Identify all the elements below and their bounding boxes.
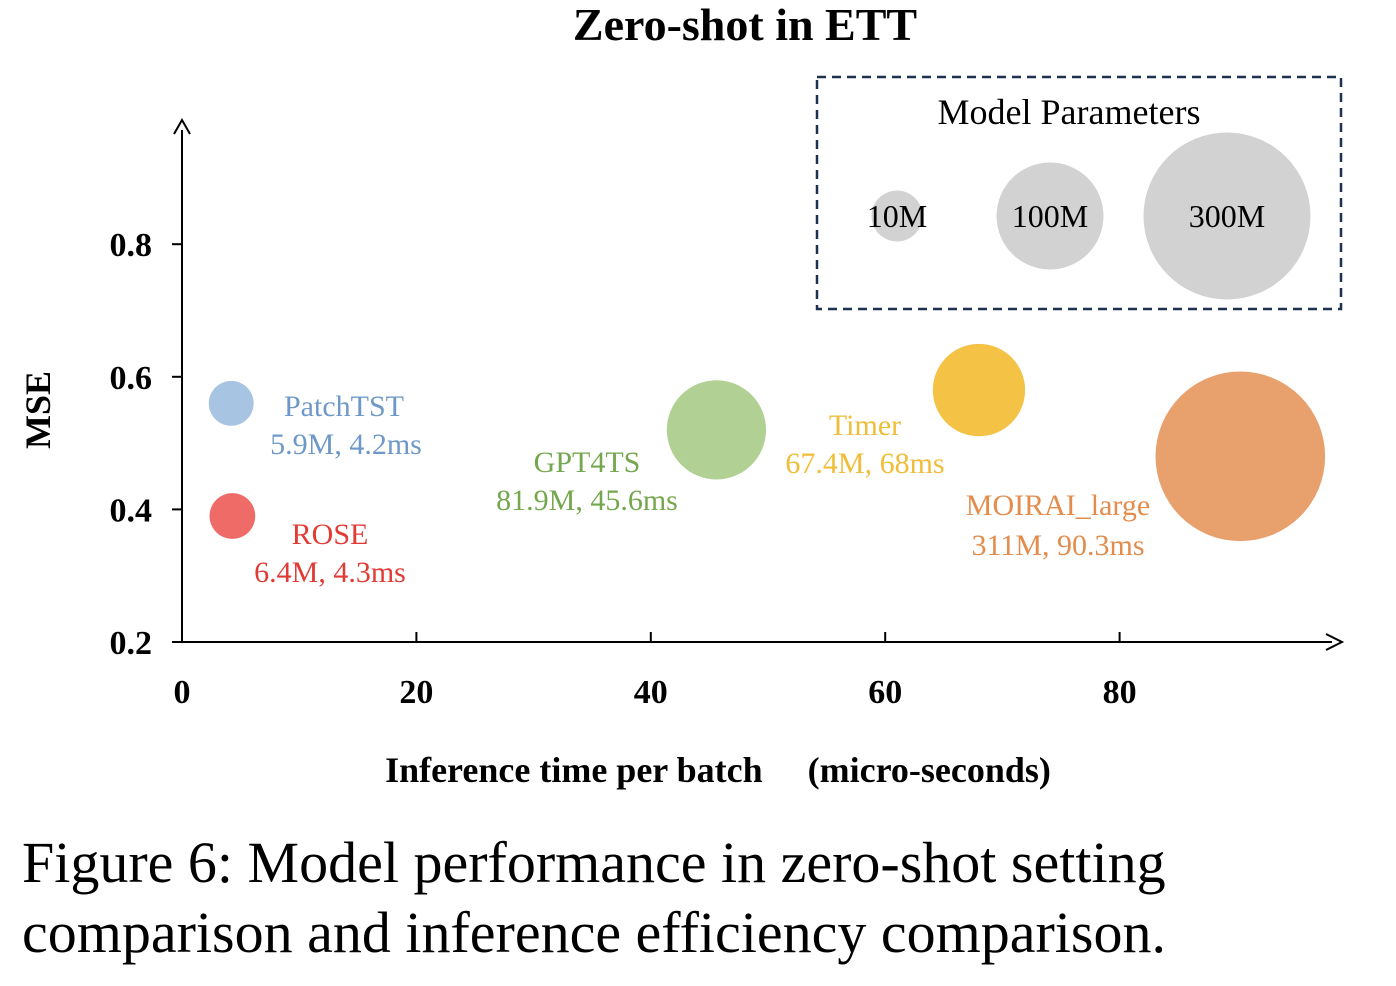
x-tick-label: 80 (1103, 674, 1137, 711)
point-detail-label: 81.9M, 45.6ms (496, 484, 678, 517)
point-name-label: Timer (829, 409, 901, 442)
legend-bubble (996, 162, 1104, 270)
bubble-moirai-large (1155, 371, 1326, 542)
axes (173, 117, 1345, 651)
bubble-timer (932, 343, 1026, 437)
x-tick-label: 20 (399, 674, 433, 711)
x-axis-label: Inference time per batch (micro-seconds) (385, 750, 1051, 790)
bubble-rose (209, 493, 256, 539)
legend-item-label: 300M (1189, 198, 1265, 234)
point-moirai-large: MOIRAI_large 311M, 90.3ms (966, 371, 1326, 562)
legend-item-300m: 300M (1143, 132, 1311, 300)
y-tick-label: 0.2 (110, 625, 153, 662)
x-tick-label: 0 (174, 674, 191, 711)
legend-item-10m: 10M (867, 190, 927, 242)
point-rose: ROSE 6.4M, 4.3ms (209, 493, 406, 589)
point-detail-label: 5.9M, 4.2ms (270, 428, 422, 461)
figure-caption: Figure 6: Model performance in zero-shot… (22, 830, 1166, 965)
y-tick-label: 0.4 (110, 492, 153, 529)
legend-title: Model Parameters (938, 92, 1201, 132)
x-tick-label: 60 (868, 674, 902, 711)
legend-bubble (1143, 132, 1311, 300)
point-patchtst: PatchTST 5.9M, 4.2ms (208, 380, 422, 461)
point-detail-label: 311M, 90.3ms (971, 529, 1144, 562)
x-tick-label: 40 (634, 674, 668, 711)
x-axis-arrow (1325, 633, 1345, 651)
chart: Zero-shot in ETT Model Parameters 10M 100… (18, 0, 1345, 790)
ticks-layer: 0 20 40 60 80 0.2 0.4 0.6 0.8 (110, 227, 1137, 711)
legend-bubble (871, 190, 923, 242)
legend-item-label: 10M (867, 198, 927, 234)
point-name-label: PatchTST (284, 390, 404, 423)
point-detail-label: 6.4M, 4.3ms (254, 556, 406, 589)
points-layer: PatchTST 5.9M, 4.2ms ROSE 6.4M, 4.3ms GPT4TS… (208, 343, 1326, 589)
legend-item-100m: 100M (996, 162, 1104, 270)
legend-box (815, 75, 1343, 311)
point-name-label: ROSE (292, 518, 369, 551)
y-tick-label: 0.6 (110, 360, 153, 397)
point-detail-label: 67.4M, 68ms (785, 447, 944, 480)
point-name-label: GPT4TS (534, 446, 641, 479)
point-gpt4ts: GPT4TS 81.9M, 45.6ms (496, 380, 767, 517)
point-timer: Timer 67.4M, 68ms (785, 343, 1026, 480)
legend-item-label: 100M (1012, 198, 1088, 234)
bubble-gpt4ts (666, 380, 767, 480)
chart-title: Zero-shot in ETT (573, 0, 917, 50)
point-name-label: MOIRAI_large (966, 489, 1150, 522)
y-axis-label: MSE (18, 371, 58, 449)
y-tick-label: 0.8 (110, 227, 153, 264)
legend: Model Parameters 10M 100M 300M (815, 75, 1343, 311)
y-axis-arrow (173, 117, 191, 135)
bubble-patchtst (208, 380, 254, 426)
